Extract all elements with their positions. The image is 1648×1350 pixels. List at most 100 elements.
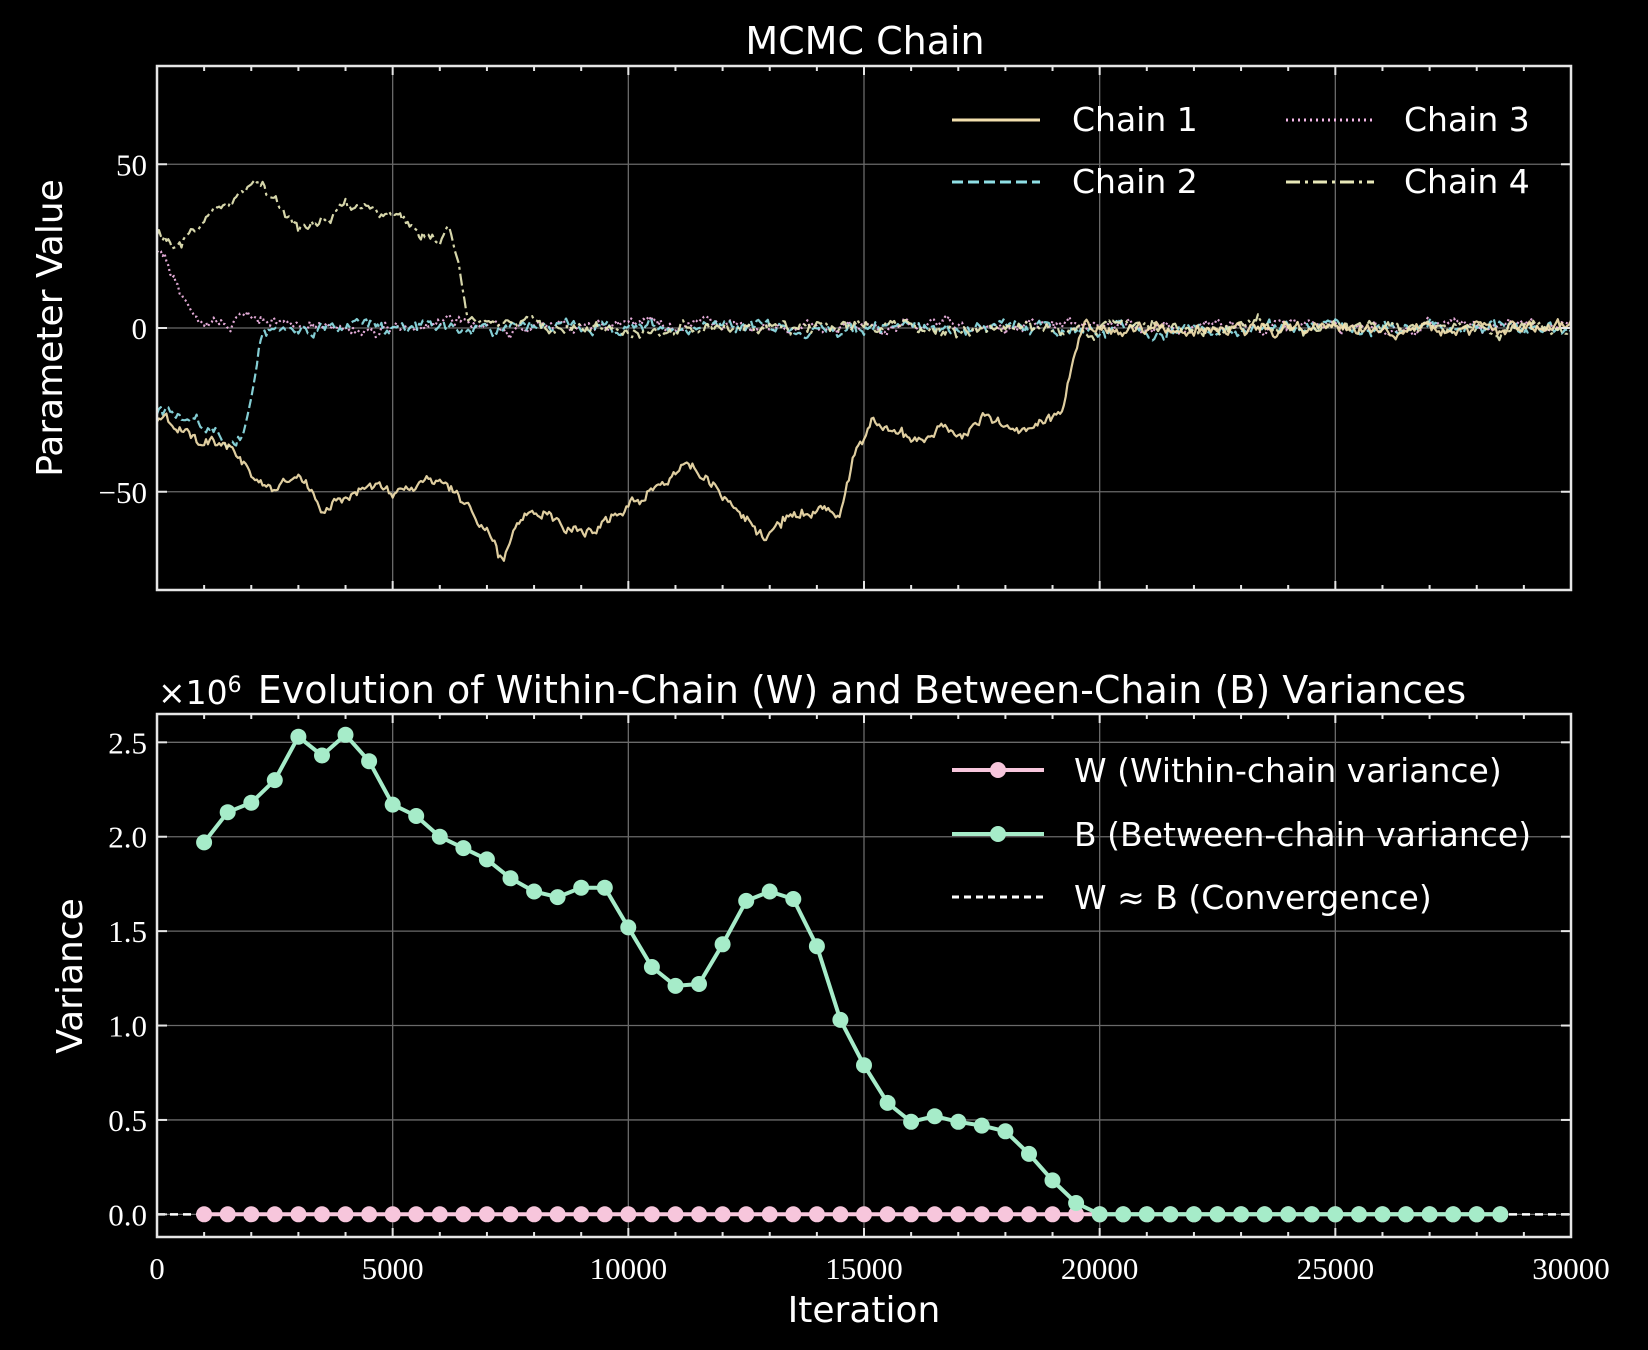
bottom-y-tick-label: 1.0 [108,1009,147,1044]
data-point-w [997,1206,1014,1223]
data-point-w [526,1206,543,1223]
data-point-b [266,772,283,789]
data-point-w [337,1206,354,1223]
data-point-b [1185,1206,1202,1223]
data-point-b [785,891,802,907]
data-point-w [785,1206,802,1223]
data-point-b [337,726,354,743]
data-point-b [314,747,330,764]
data-point-b [714,936,731,953]
data-point-b [667,977,684,994]
legend-convergence-label: W ≈ B (Convergence) [1074,878,1432,917]
data-point-b [431,828,448,845]
data-point-b [1280,1206,1297,1223]
data-point-b [243,794,260,811]
data-point-w [596,1206,613,1223]
data-point-w [1068,1206,1085,1223]
data-point-b [549,889,566,906]
legend-chain-1-label: Chain 1 [1072,100,1198,139]
data-point-b [761,883,778,900]
bottom-y-scale-label: ×106 [158,673,242,712]
legend-b-label: B (Between-chain variance) [1074,815,1531,854]
data-point-b [1374,1206,1391,1223]
data-point-w [1044,1206,1061,1223]
data-point-b [219,804,236,821]
data-point-b [738,892,755,909]
legend-chain-3-label: Chain 3 [1404,100,1530,139]
data-point-b [1068,1195,1085,1211]
data-point-b [596,879,613,896]
data-point-w [832,1206,849,1223]
data-point-b [832,1011,849,1028]
data-point-b [1468,1206,1485,1223]
data-point-b [1233,1206,1250,1223]
data-point-w [620,1206,637,1223]
bottom-y-tick-label: 1.5 [108,914,147,949]
bottom-x-tick-label: 5000 [362,1251,424,1286]
data-point-b [1256,1206,1273,1223]
data-point-b [879,1094,896,1111]
data-point-b [1138,1206,1155,1223]
data-point-w [643,1206,660,1223]
series-line-chain-2 [155,316,1572,449]
data-point-w [926,1206,943,1223]
data-point-b [1492,1206,1509,1223]
data-point-w [219,1206,236,1223]
legend-w-marker [990,762,1006,778]
data-point-w [903,1206,920,1223]
data-point-b [691,976,707,992]
bottom-x-tick-label: 10000 [590,1251,668,1286]
bottom-x-tick-label: 0 [149,1251,165,1286]
data-point-w [502,1206,519,1223]
legend-chain-4-label: Chain 4 [1404,162,1530,201]
data-point-b [1044,1172,1061,1189]
data-point-w [950,1206,967,1223]
top-legend: Chain 1 Chain 2 Chain 3 Chain 4 [952,100,1530,201]
data-point-b [997,1123,1014,1140]
bottom-x-tick-label: 25000 [1297,1251,1375,1286]
legend-b-marker [990,826,1006,842]
data-point-b [856,1057,872,1074]
data-point-b [1350,1206,1367,1223]
data-point-w [290,1206,307,1223]
data-point-b [361,753,378,770]
top-y-axis-label: Parameter Value [30,179,71,477]
data-point-b [1327,1206,1344,1223]
data-point-b [1303,1206,1320,1223]
data-point-w [691,1206,707,1223]
data-point-b [408,808,425,824]
data-point-w [714,1206,731,1223]
data-point-w [738,1206,755,1223]
data-point-b [950,1113,967,1130]
data-point-b [1398,1206,1414,1223]
data-point-w [973,1206,990,1223]
data-point-b [478,851,495,868]
data-point-w [879,1206,896,1223]
data-point-b [526,883,543,900]
data-point-w [808,1206,825,1223]
data-point-w [573,1206,590,1223]
bottom-chart-title: Evolution of Within-Chain (W) and Betwee… [258,668,1466,712]
data-point-w [314,1206,330,1223]
bottom-y-tick-label: 0.0 [108,1197,147,1232]
top-y-tick-label: −50 [99,475,147,510]
bottom-y-tick-label: 2.5 [108,725,147,760]
data-point-w [431,1206,448,1223]
data-point-b [1209,1206,1226,1223]
data-point-b [1162,1206,1179,1223]
data-point-b [1445,1206,1462,1223]
data-point-w [361,1206,378,1223]
data-point-b [455,840,472,857]
legend-w-label: W (Within-chain variance) [1074,751,1502,790]
data-point-b [620,919,637,936]
bottom-x-axis-label: Iteration [788,1290,941,1331]
data-point-b [1091,1206,1108,1223]
data-point-w [761,1206,778,1223]
data-point-w [549,1206,566,1223]
bottom-legend: W (Within-chain variance) B (Between-cha… [952,751,1531,917]
data-point-w [478,1206,495,1223]
data-point-w [455,1206,472,1223]
mcmc-chain-panel: MCMC Chain −50 0 50 Parameter Value Chain … [30,19,1573,592]
legend-chain-2-label: Chain 2 [1072,162,1198,201]
